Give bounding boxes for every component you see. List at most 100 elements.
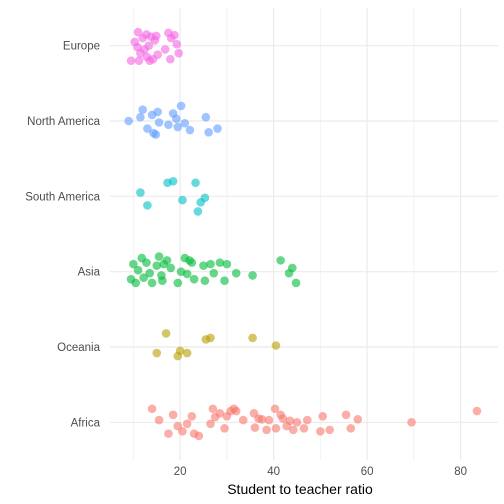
data-points xyxy=(124,27,482,441)
point-north-america-3 xyxy=(143,124,152,133)
point-asia-6 xyxy=(142,258,151,267)
point-africa-24 xyxy=(262,425,271,435)
point-north-america-9 xyxy=(164,120,173,130)
point-africa-33 xyxy=(292,418,302,427)
point-africa-26 xyxy=(270,404,280,414)
point-north-america-18 xyxy=(173,122,183,132)
point-africa-38 xyxy=(325,425,335,435)
point-asia-26 xyxy=(215,258,225,267)
point-africa-34 xyxy=(299,424,309,433)
point-africa-39 xyxy=(341,410,351,420)
point-south-america-3 xyxy=(168,176,178,186)
point-north-america-1 xyxy=(136,112,145,122)
point-europe-19 xyxy=(166,54,175,64)
point-asia-30 xyxy=(248,271,257,280)
point-north-america-8 xyxy=(151,130,161,139)
point-asia-5 xyxy=(139,273,148,282)
point-asia-14 xyxy=(166,263,176,273)
point-africa-29 xyxy=(278,414,288,423)
point-europe-21 xyxy=(133,42,142,52)
x-axis-labels: 20 40 60 80 xyxy=(174,466,467,478)
point-europe-18 xyxy=(160,45,170,54)
point-asia-34 xyxy=(291,278,301,288)
point-africa-27 xyxy=(271,424,281,433)
point-africa-6 xyxy=(182,419,192,429)
point-africa-41 xyxy=(353,415,363,424)
point-africa-32 xyxy=(288,425,298,435)
point-oceania-3 xyxy=(175,346,185,356)
point-oceania-4 xyxy=(182,348,192,358)
point-north-america-7 xyxy=(154,118,164,127)
point-africa-25 xyxy=(264,415,274,425)
point-south-america-5 xyxy=(191,178,200,188)
point-asia-25 xyxy=(209,268,219,278)
x-axis-title: Student to teacher ratio xyxy=(227,481,373,497)
x-tick-label-3: 80 xyxy=(454,466,467,478)
point-oceania-0 xyxy=(152,348,162,358)
x-tick-label-2: 60 xyxy=(361,466,374,478)
grid-lines xyxy=(110,8,498,460)
point-north-america-0 xyxy=(124,116,133,126)
point-asia-31 xyxy=(276,256,285,265)
y-tick-label-1: North America xyxy=(27,116,100,128)
point-south-america-1 xyxy=(143,201,152,210)
point-asia-9 xyxy=(154,252,164,261)
point-africa-18 xyxy=(231,406,241,416)
point-asia-23 xyxy=(200,276,210,286)
point-asia-21 xyxy=(189,274,199,284)
point-asia-27 xyxy=(220,276,229,286)
point-africa-10 xyxy=(206,419,215,429)
point-africa-35 xyxy=(302,415,312,425)
point-south-america-6 xyxy=(193,207,203,216)
y-tick-label-2: South America xyxy=(25,191,100,203)
point-africa-21 xyxy=(250,423,260,432)
y-tick-label-3: Asia xyxy=(78,267,101,279)
point-oceania-8 xyxy=(271,341,281,350)
point-africa-14 xyxy=(220,424,229,433)
point-europe-22 xyxy=(151,31,161,41)
point-north-america-16 xyxy=(204,128,213,137)
point-asia-35 xyxy=(147,278,157,288)
point-africa-19 xyxy=(238,415,248,425)
point-europe-0 xyxy=(126,56,136,66)
point-europe-17 xyxy=(172,39,182,49)
point-africa-43 xyxy=(472,406,482,416)
point-asia-18 xyxy=(182,269,192,279)
point-africa-1 xyxy=(154,415,164,425)
point-africa-23 xyxy=(257,415,267,424)
point-asia-1 xyxy=(129,259,138,269)
point-asia-29 xyxy=(231,268,241,278)
point-oceania-1 xyxy=(161,329,171,338)
point-asia-3 xyxy=(133,265,143,275)
point-north-america-15 xyxy=(201,112,211,122)
point-africa-31 xyxy=(285,416,295,426)
point-europe-12 xyxy=(134,56,144,66)
point-europe-7 xyxy=(144,41,154,50)
point-africa-0 xyxy=(147,404,157,414)
point-africa-11 xyxy=(208,404,218,414)
point-north-america-14 xyxy=(185,125,195,135)
point-oceania-6 xyxy=(206,333,215,343)
point-north-america-6 xyxy=(153,107,162,117)
point-north-america-11 xyxy=(172,114,181,124)
point-north-america-17 xyxy=(213,124,222,133)
point-africa-3 xyxy=(168,410,178,420)
point-south-america-0 xyxy=(136,188,145,197)
y-tick-label-4: Oceania xyxy=(57,342,100,354)
point-europe-2 xyxy=(133,27,143,37)
point-africa-7 xyxy=(187,412,197,421)
point-africa-5 xyxy=(178,427,187,436)
point-north-america-2 xyxy=(138,105,148,114)
point-africa-9 xyxy=(194,431,204,441)
point-africa-37 xyxy=(318,412,328,421)
point-africa-42 xyxy=(407,418,416,427)
point-asia-22 xyxy=(199,261,208,270)
y-tick-label-0: Europe xyxy=(63,41,100,53)
point-africa-36 xyxy=(316,427,325,436)
point-asia-20 xyxy=(187,258,197,267)
point-asia-33 xyxy=(288,263,297,273)
point-asia-24 xyxy=(206,259,215,269)
point-europe-23 xyxy=(145,56,155,66)
point-south-america-8 xyxy=(200,193,210,203)
